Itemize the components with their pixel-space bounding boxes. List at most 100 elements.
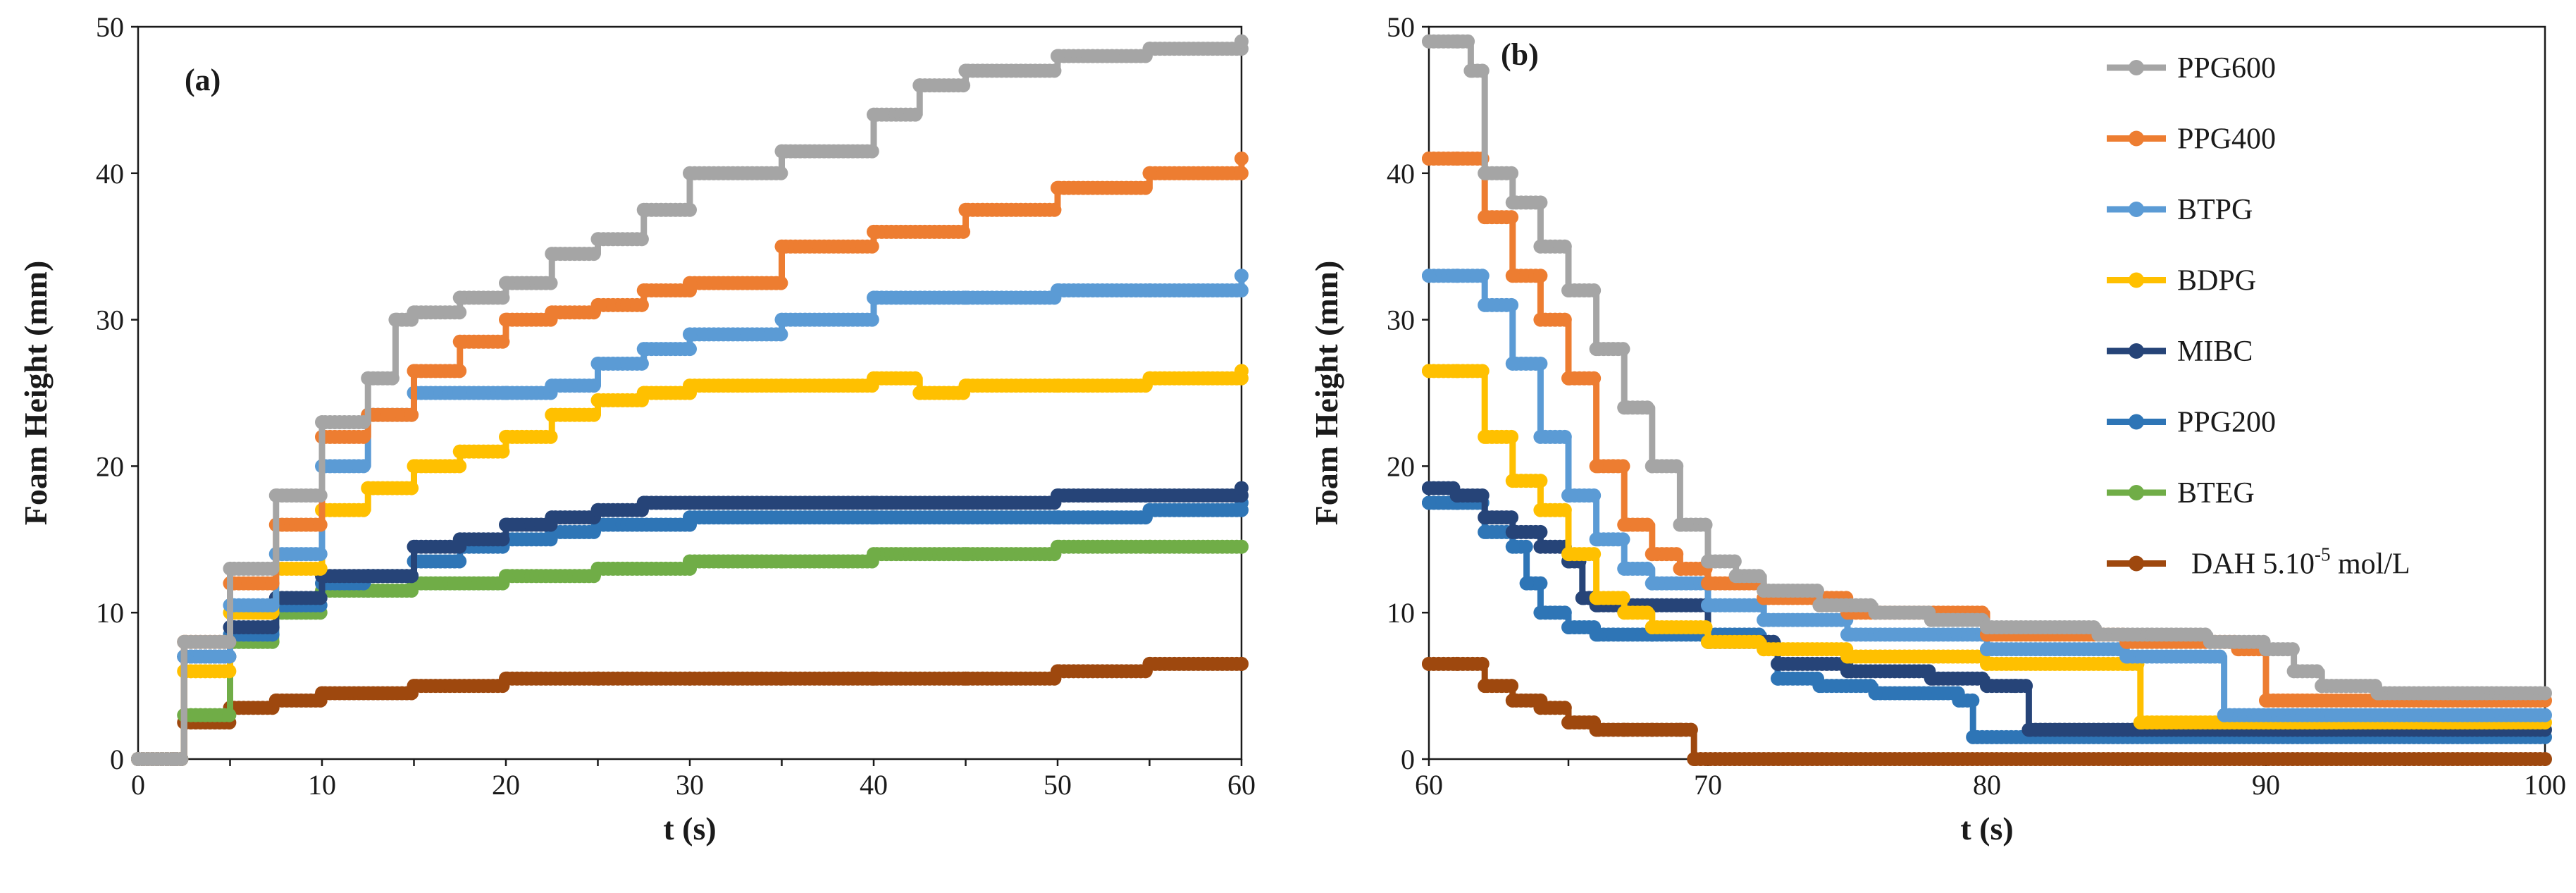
data-point [545,378,559,393]
data-point [867,495,881,510]
data-point [545,305,559,320]
x-tick-label: 10 [308,769,336,801]
data-point [586,378,601,393]
data-point [2203,649,2217,664]
data-point [1505,693,1520,708]
legend: PPG600 PPG400 BTPG BDPG MIBC PPG200 BTEG DAH 5.… [2107,52,2410,581]
data-point [1478,679,1492,694]
data-point [912,386,927,400]
y-tick-label: 50 [1387,11,1415,43]
legend-swatch-marker [2129,60,2144,75]
data-point [1617,722,1632,737]
y-tick-label: 40 [1387,158,1415,190]
data-point [2007,679,2022,694]
data-point [2259,693,2273,708]
data-point [168,752,182,766]
data-point [1727,554,1742,569]
data-point [956,78,971,93]
data-point [2091,627,2106,642]
data-point [1587,488,1602,503]
data-point [1557,701,1572,715]
data-point [1533,312,1548,327]
data-point [499,517,513,532]
data-point [499,276,513,290]
data-point [495,532,510,547]
data-point [867,224,881,239]
x-tick-label: 0 [131,769,145,801]
data-point [867,547,881,562]
data-point [313,488,328,503]
x-tick-label: 40 [860,769,888,801]
data-point [1771,671,1785,686]
data-point [636,342,651,357]
data-point [1051,664,1065,679]
data-point [1422,269,1436,283]
series-ppg600 [131,34,1249,766]
data-point [683,554,697,569]
legend-label: MIBC [2177,335,2253,368]
legend-label: BTPG [2177,194,2253,226]
data-point [636,283,651,298]
data-point [1587,283,1602,298]
data-point [1966,729,1981,744]
legend-label: PPG200 [2177,407,2276,439]
legend-swatch-marker [2129,272,2144,288]
series-dah [131,656,1249,766]
data-point [1234,539,1249,554]
data-point [313,547,328,562]
data-point [1533,356,1548,371]
data-point [1505,269,1520,283]
data-point [1617,517,1632,532]
x-tick-label: 60 [1227,769,1256,801]
data-point [222,649,237,664]
data-point [586,407,601,422]
data-point [1519,576,1534,591]
data-point [1698,517,1713,532]
data-point [1645,722,1659,737]
legend-label-text: BTPG [2177,194,2253,226]
data-point [1616,459,1630,474]
data-point [404,407,419,422]
data-point [1142,283,1157,298]
data-point [867,371,881,386]
data-point [2370,686,2385,701]
data-point [1812,598,1827,612]
data-point [1980,620,1994,634]
data-point [1234,283,1249,298]
data-point [1504,429,1519,444]
data-point [2217,708,2231,722]
data-point [1561,547,1575,562]
data-point [1868,605,1883,620]
data-point [1234,269,1249,283]
data-point [1142,539,1157,554]
data-point [1616,591,1630,605]
series-mibc [131,481,1249,766]
data-point [908,107,923,122]
data-point [1505,524,1520,539]
series-line [138,543,1241,763]
data-point [636,386,651,400]
data-point [1533,503,1548,517]
data-point [1616,342,1630,357]
series-ppg200 [131,495,1249,766]
data-point [1505,539,1520,554]
data-point [2285,642,2300,657]
y-axis-title: Foam Height (mm) [18,261,54,526]
panel-label: (b) [1501,37,1539,72]
data-point [407,459,421,474]
data-point [1687,752,1702,766]
data-point [1701,576,1715,591]
legend-label: BDPG [2177,265,2256,297]
data-point [268,488,283,503]
data-point [1640,561,1654,576]
data-point [407,679,421,694]
data-point [774,144,789,159]
data-point [1771,656,1785,671]
data-point [1422,34,1436,49]
data-point [1561,620,1575,634]
data-point [452,290,467,305]
series-bdpg [131,364,1249,766]
x-tick-label: 50 [1044,769,1072,801]
data-point [1475,656,1490,671]
data-point [1952,693,1967,708]
